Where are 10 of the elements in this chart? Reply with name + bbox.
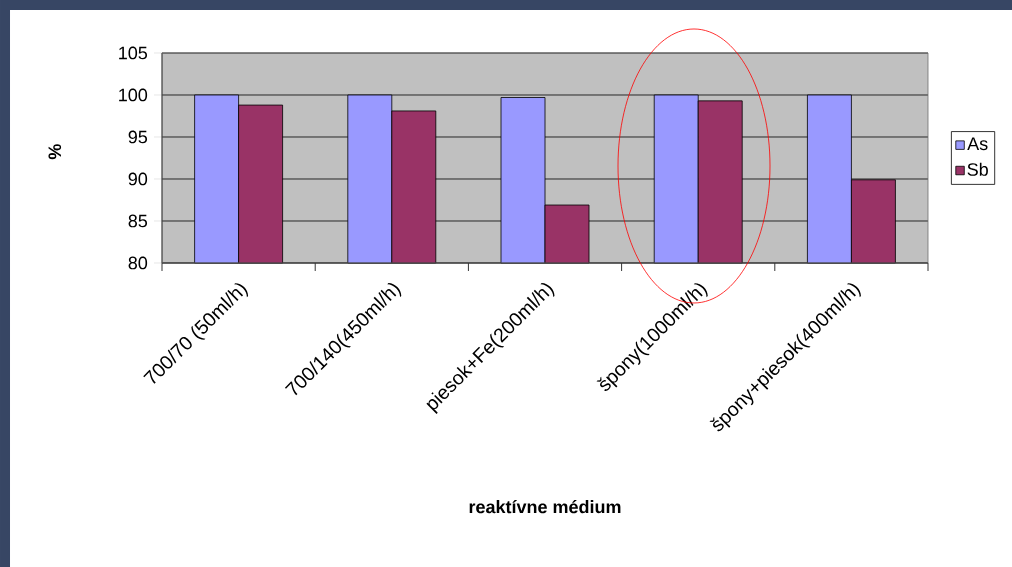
y-tick-label: 80	[128, 256, 148, 270]
legend-label: Sb	[967, 162, 988, 176]
y-tick-label: 95	[128, 130, 148, 144]
y-tick-label: 90	[128, 172, 148, 186]
y-tick-label: 100	[119, 88, 148, 102]
y-axis-title: %	[48, 144, 62, 160]
y-tick-label: 105	[119, 46, 148, 60]
legend-label: As	[967, 137, 988, 151]
y-tick-label: 85	[128, 214, 148, 228]
x-axis-title: reaktívne médium	[469, 499, 621, 514]
